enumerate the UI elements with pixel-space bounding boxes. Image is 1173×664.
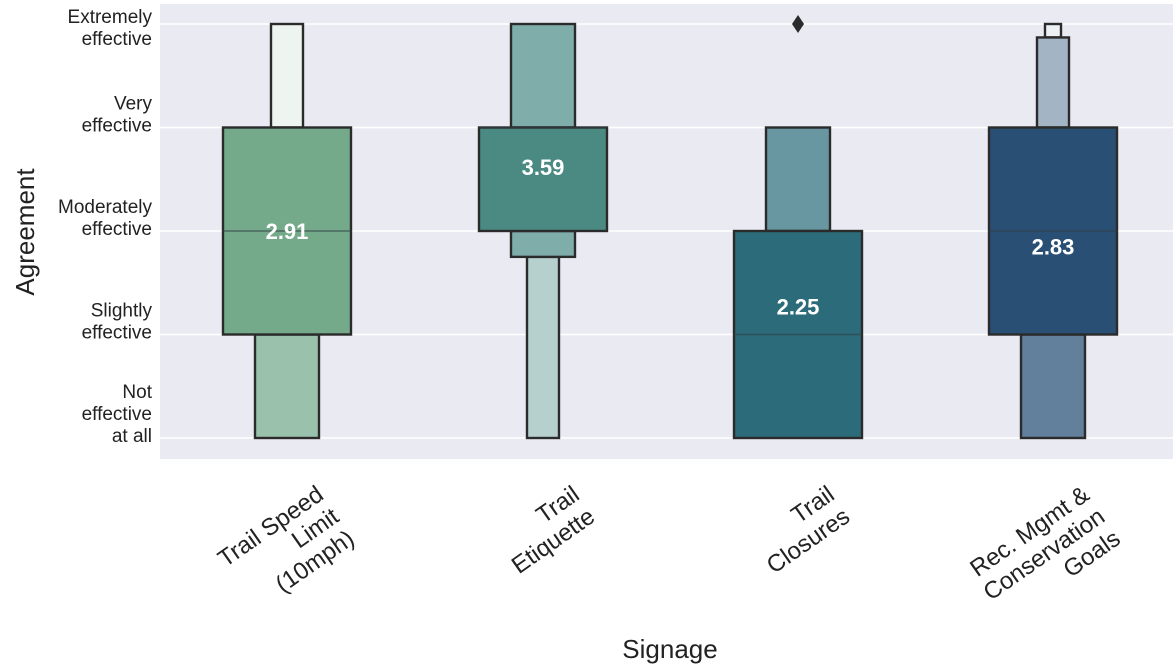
series-3: 2.25 (732, 15, 864, 440)
boxen-box (1019, 333, 1087, 440)
y-tick-labels: Not effective at all Slightly effective Moder… (58, 7, 153, 447)
y-tick-label: Extremely effective (68, 7, 153, 50)
boxen-box (1035, 36, 1071, 129)
mean-label: 2.83 (1032, 235, 1075, 260)
x-tick-label: Rec. Mgmt &ConservationGoals (963, 481, 1125, 628)
x-axis-label: Signage (622, 634, 717, 664)
x-tick-label: TrailClosures (746, 481, 855, 580)
y-tick-label: Not effective at all (82, 382, 153, 447)
x-tick-labels: Trail SpeedLimit(10mph) TrailEtiquette Tra… (213, 481, 1125, 628)
boxen-box (477, 126, 609, 233)
boxen-box (269, 22, 305, 129)
y-tick-label: Very effective (82, 94, 153, 137)
series-4: 2.83 (987, 22, 1119, 440)
mean-label: 2.25 (777, 295, 820, 320)
y-axis-label: Agreement (10, 168, 40, 296)
boxen-box (509, 22, 577, 129)
boxen-box (764, 126, 832, 233)
x-tick-label: TrailEtiquette (491, 481, 600, 580)
mean-label: 3.59 (522, 155, 565, 180)
boxen-box (253, 333, 321, 440)
boxen-box (1043, 22, 1063, 39)
boxen-box (509, 229, 577, 259)
boxen-box (525, 255, 561, 440)
mean-label: 2.91 (266, 219, 309, 244)
x-tick-label: Trail SpeedLimit(10mph) (213, 481, 360, 617)
series-1: 2.91 (221, 22, 353, 440)
y-tick-label: Moderately effective (58, 197, 152, 240)
series-2: 3.59 (477, 22, 609, 440)
outlier-point (792, 15, 804, 33)
y-tick-label: Slightly effective (82, 301, 153, 344)
boxen-series: 2.91 3.59 2.25 2.83 (221, 15, 1119, 440)
